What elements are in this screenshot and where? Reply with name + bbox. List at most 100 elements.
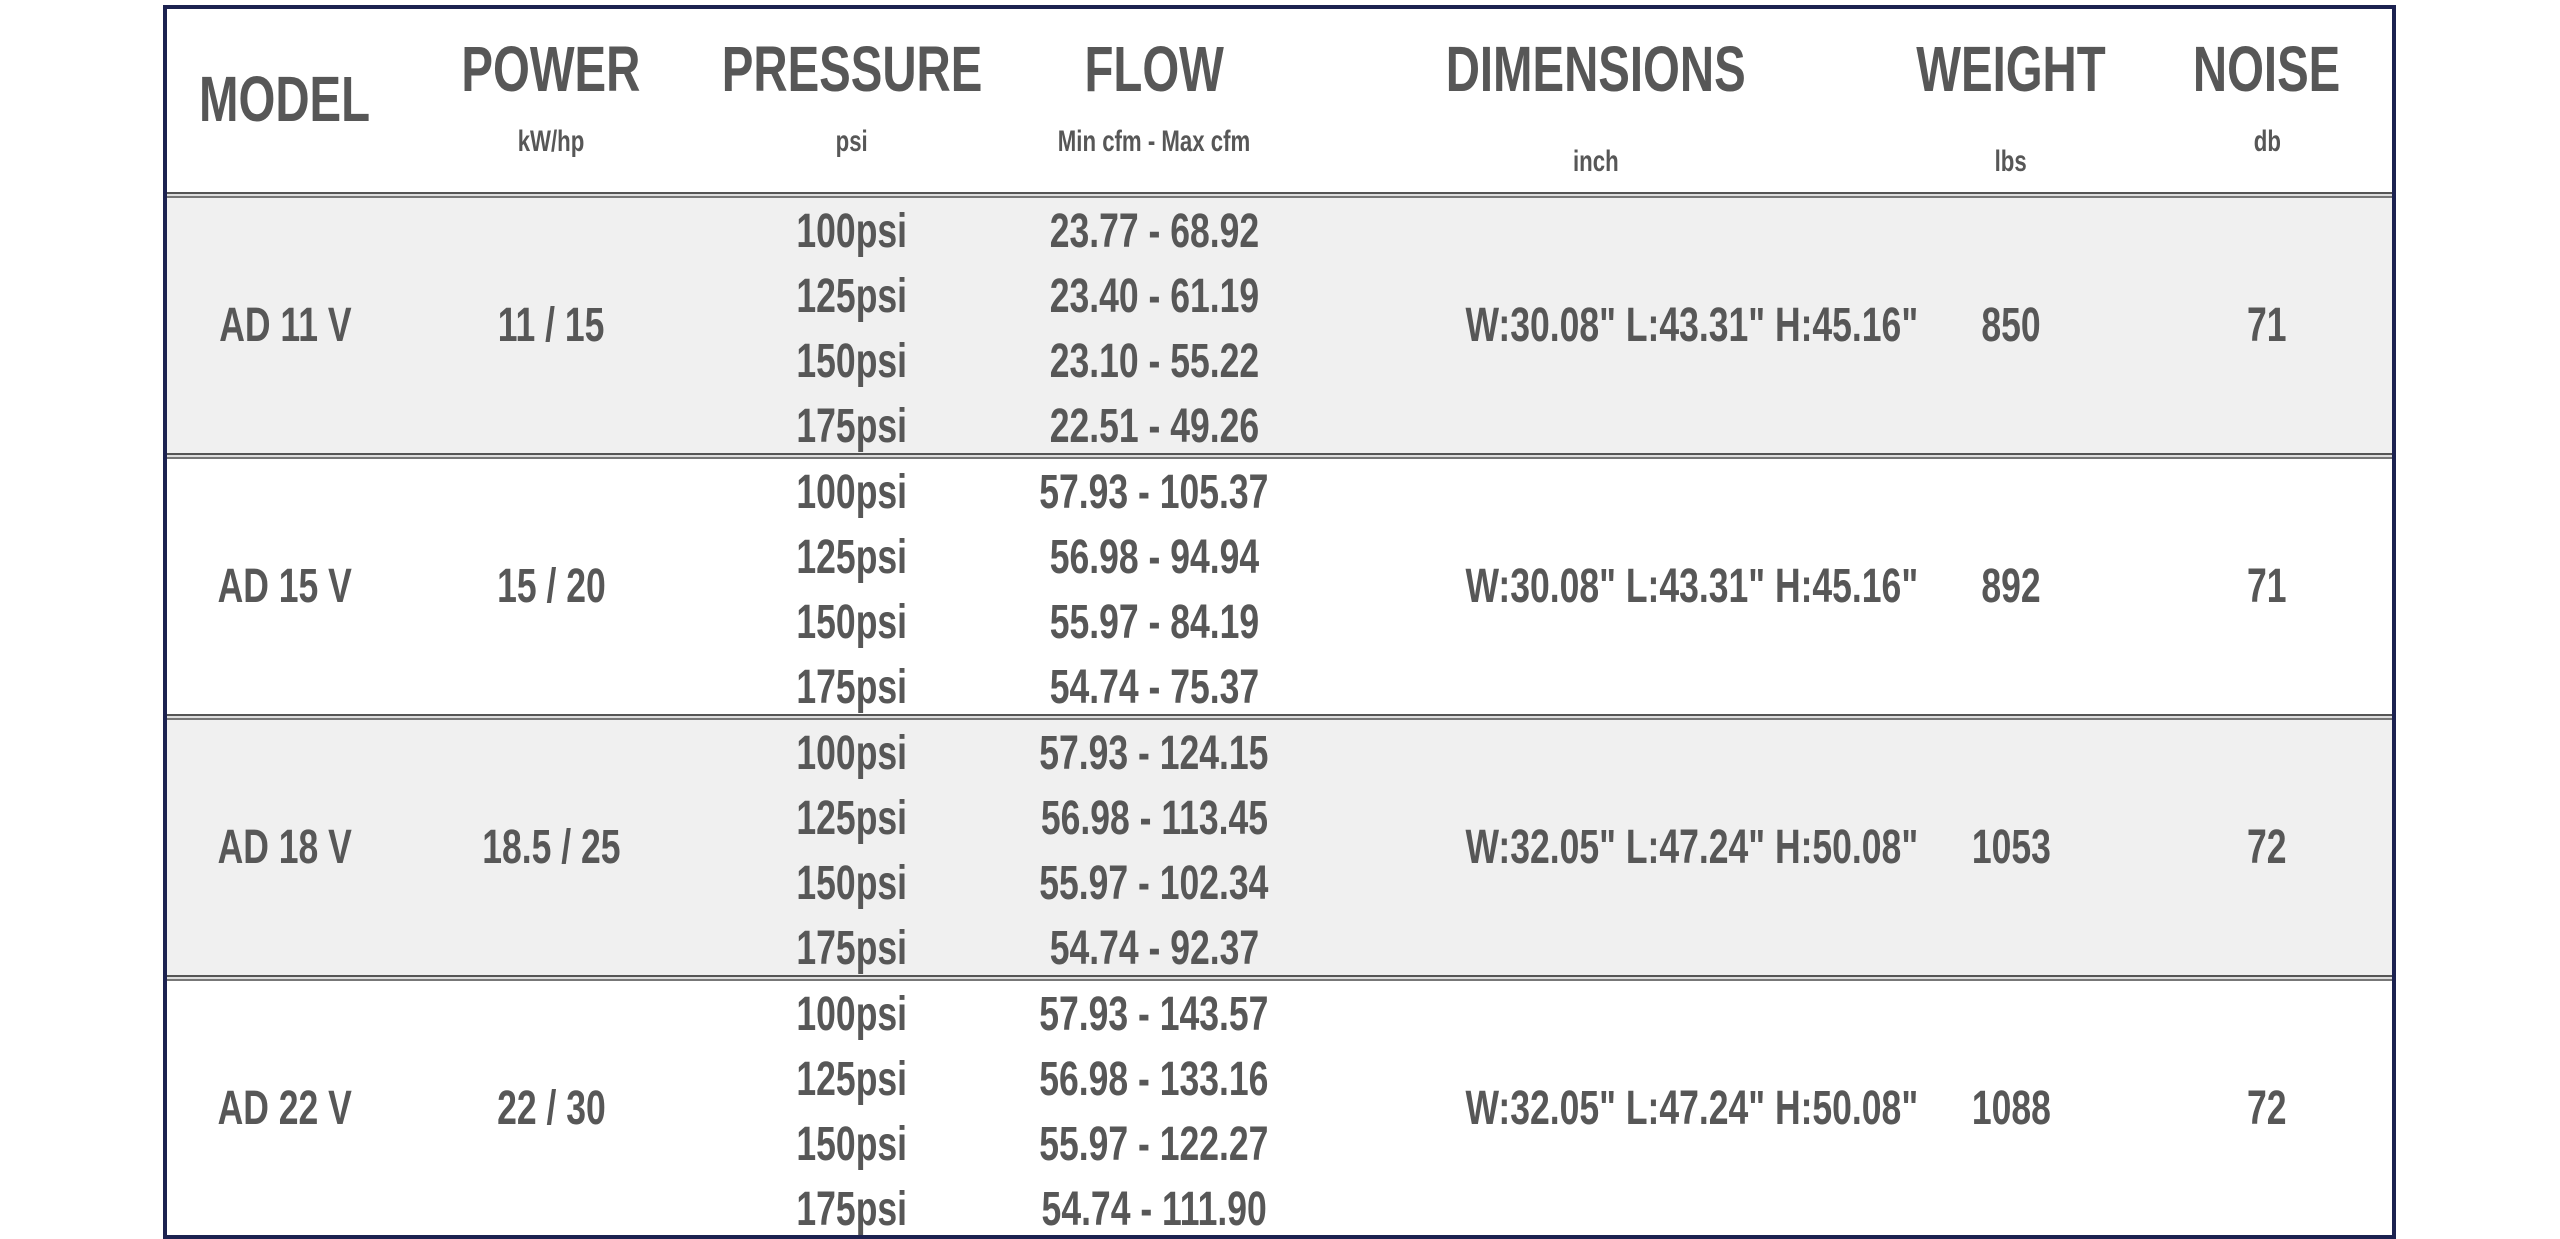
flow-cell: 57.93 - 143.57 [944,991,1364,1039]
header-pressure-unit: psi [642,127,1062,157]
flow-cell: 22.51 - 49.26 [944,403,1364,451]
table-row: AD 18 V 18.5 / 25 100psi 125psi 150psi 175psi… [167,720,2392,975]
pressure-cell: 125psi [642,1056,1062,1104]
dimensions-cell-text: W:30.08" L:43.31" H:45.16" [1465,299,1919,352]
pressure-cell: 125psi [642,795,1062,843]
power-cell: 15 / 20 [341,563,761,611]
flow-cell: 23.10 - 55.22 [944,338,1364,386]
header-noise-text: NOISE [2193,33,2341,105]
header-model: MODEL [75,67,495,131]
flow-cell-text: 54.74 - 75.37 [1049,661,1259,714]
model-cell-text: AD 22 V [217,1082,353,1135]
pressure-cell: 150psi [642,1121,1062,1169]
flow-cell: 54.74 - 111.90 [944,1186,1364,1234]
pressure-cell: 150psi [642,338,1062,386]
flow-cell-text: 57.93 - 143.57 [1039,988,1269,1041]
header-pressure-unit-text: psi [835,125,869,158]
header-dimensions-text: DIMENSIONS [1446,33,1746,105]
flow-cell-text: 55.97 - 84.19 [1049,596,1259,649]
pressure-cell: 100psi [642,208,1062,256]
flow-cell-text: 55.97 - 102.34 [1039,857,1269,910]
flow-cell: 55.97 - 84.19 [944,599,1364,647]
dimensions-cell-text: W:30.08" L:43.31" H:45.16" [1465,560,1919,613]
pressure-cell-text: 125psi [796,792,908,845]
weight-cell: 1053 [1801,824,2221,872]
model-cell-text: AD 11 V [218,299,352,352]
flow-cell-text: 57.93 - 105.37 [1039,466,1269,519]
header-dimensions-unit-text: inch [1573,145,1619,178]
flow-cell-text: 54.74 - 92.37 [1049,922,1259,975]
pressure-cell: 175psi [642,664,1062,712]
flow-cell: 55.97 - 122.27 [944,1121,1364,1169]
flow-cell-text: 23.40 - 61.19 [1049,270,1259,323]
header-dimensions: DIMENSIONS [1386,37,1806,101]
model-cell: AD 11 V [75,302,495,350]
header-power-text: POWER [461,33,641,105]
spec-table: MODEL POWER kW/hp PRESSURE psi FLOW Min cfm - … [163,5,2396,1239]
row-divider [167,975,2392,981]
header-noise-unit-text: db [2253,125,2281,158]
noise-cell-text: 72 [2247,821,2287,874]
power-cell-text: 18.5 / 25 [481,821,621,874]
flow-cell: 23.77 - 68.92 [944,208,1364,256]
model-cell: AD 22 V [75,1085,495,1133]
noise-cell-text: 71 [2247,299,2287,352]
pressure-cell: 150psi [642,860,1062,908]
weight-cell-text: 1088 [1971,1082,2051,1135]
flow-cell-text: 22.51 - 49.26 [1049,400,1259,453]
header-flow-unit: Min cfm - Max cfm [944,127,1364,157]
row-divider [167,714,2392,720]
header-model-text: MODEL [199,63,371,135]
weight-cell: 892 [1801,563,2221,611]
flow-cell-text: 55.97 - 122.27 [1039,1118,1269,1171]
pressure-cell: 100psi [642,991,1062,1039]
pressure-cell-text: 100psi [796,727,908,780]
model-cell-text: AD 15 V [217,560,353,613]
noise-cell: 71 [2057,302,2477,350]
pressure-cell-text: 175psi [796,400,908,453]
pressure-cell: 175psi [642,925,1062,973]
flow-cell: 55.97 - 102.34 [944,860,1364,908]
header-power: POWER [341,37,761,101]
header-flow-text: FLOW [1084,33,1224,105]
weight-cell-text: 892 [1981,560,2041,613]
flow-cell-text: 23.10 - 55.22 [1049,335,1259,388]
table-row: AD 15 V 15 / 20 100psi 125psi 150psi 175psi 57… [167,459,2392,714]
row-divider [167,192,2392,198]
dimensions-cell-text: W:32.05" L:47.24" H:50.08" [1465,821,1919,874]
header-power-unit-text: kW/hp [517,125,585,158]
weight-cell-text: 1053 [1971,821,2051,874]
weight-cell: 850 [1801,302,2221,350]
header-weight-unit-text: lbs [1994,145,2028,178]
power-cell: 11 / 15 [341,302,761,350]
pressure-cell-text: 150psi [796,335,908,388]
pressure-cell-text: 100psi [796,466,908,519]
weight-cell-text: 850 [1981,299,2041,352]
noise-cell: 71 [2057,563,2477,611]
dimensions-cell: W:30.08" L:43.31" H:45.16" [1386,302,1919,350]
pressure-cell-text: 150psi [796,857,908,910]
header-weight-unit: lbs [1801,147,2221,177]
pressure-cell-text: 125psi [796,531,908,584]
flow-cell-text: 23.77 - 68.92 [1049,205,1259,258]
flow-cell: 54.74 - 75.37 [944,664,1364,712]
header-dimensions-unit: inch [1386,147,1806,177]
pressure-cell: 100psi [642,730,1062,778]
pressure-cell: 175psi [642,403,1062,451]
model-cell: AD 15 V [75,563,495,611]
noise-cell: 72 [2057,824,2477,872]
noise-cell: 72 [2057,1085,2477,1133]
pressure-cell-text: 100psi [796,205,908,258]
pressure-cell-text: 175psi [796,661,908,714]
noise-cell-text: 72 [2247,1082,2287,1135]
header-pressure: PRESSURE [642,37,1062,101]
flow-cell-text: 56.98 - 113.45 [1040,792,1268,845]
pressure-cell: 125psi [642,273,1062,321]
dimensions-cell: W:30.08" L:43.31" H:45.16" [1386,563,1919,611]
header-weight-text: WEIGHT [1916,33,2106,105]
pressure-cell-text: 100psi [796,988,908,1041]
pressure-cell-text: 150psi [796,596,908,649]
model-cell-text: AD 18 V [217,821,353,874]
pressure-cell-text: 175psi [796,922,908,975]
flow-cell: 56.98 - 113.45 [944,795,1364,843]
